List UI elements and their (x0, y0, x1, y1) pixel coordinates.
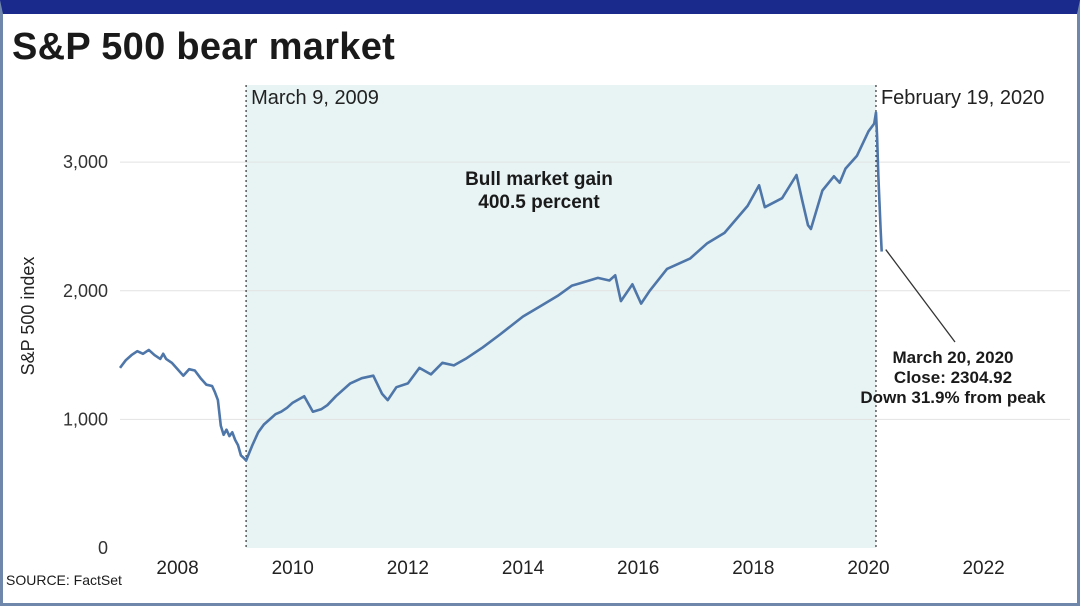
start-marker-label: March 9, 2009 (251, 87, 379, 109)
x-tick-label: 2022 (962, 558, 1004, 579)
chart-source: SOURCE: FactSet (6, 572, 122, 588)
y-tick-label: 0 (98, 538, 108, 558)
bull-gain-annotation: Bull market gain (465, 169, 613, 190)
low-point-annotation: Down 31.9% from peak (860, 388, 1046, 407)
x-tick-label: 2016 (617, 558, 659, 579)
x-tick-label: 2010 (272, 558, 314, 579)
bull-gain-annotation: 400.5 percent (478, 192, 600, 213)
x-tick-label: 2014 (502, 558, 545, 579)
sp500-series-line (118, 111, 883, 462)
y-axis-label: S&P 500 index (18, 257, 38, 376)
y-tick-label: 1,000 (63, 409, 108, 429)
x-tick-label: 2012 (387, 558, 429, 579)
low-point-annotation: March 20, 2020 (893, 348, 1014, 367)
peak-marker-label: February 19, 2020 (881, 87, 1044, 109)
low-point-annotation: Close: 2304.92 (894, 368, 1012, 387)
low-point-leader-line (885, 249, 956, 343)
x-tick-label: 2008 (156, 558, 198, 579)
chart-title: S&P 500 bear market (12, 26, 396, 68)
x-tick-label: 2018 (732, 558, 774, 579)
y-tick-label: 3,000 (63, 152, 108, 172)
x-tick-label: 2020 (847, 558, 889, 579)
bull-market-shade (246, 85, 876, 548)
y-tick-label: 2,000 (63, 281, 108, 301)
